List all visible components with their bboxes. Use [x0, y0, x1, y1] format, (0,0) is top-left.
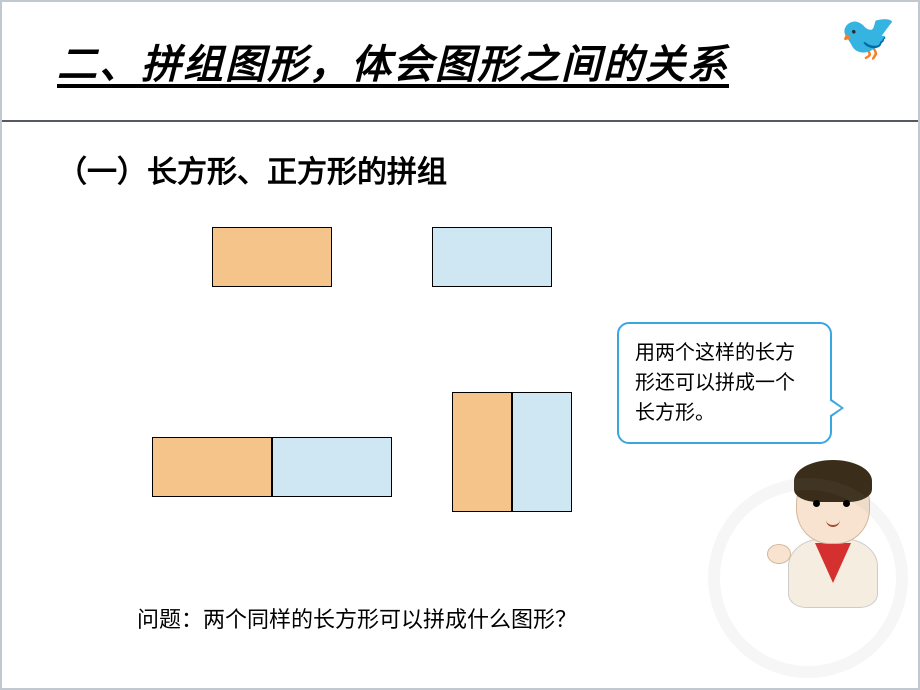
rect-long-blue-half — [272, 437, 392, 497]
subsection-title: （一）长方形、正方形的拼组 — [57, 147, 447, 191]
rect-square-blue-half — [512, 392, 572, 512]
watermark-icon — [708, 478, 908, 678]
rect-top-orange — [212, 227, 332, 287]
rect-square-orange-half — [452, 392, 512, 512]
rect-top-blue — [432, 227, 552, 287]
speech-tail-inner-icon — [829, 400, 841, 416]
decoration-bird-icon: 🐦 — [832, 0, 908, 73]
question-text: 问题：两个同样的长方形可以拼成什么图形？ — [137, 602, 577, 634]
speech-bubble: 用两个这样的长方形还可以拼成一个长方形。 — [617, 322, 832, 444]
title-divider — [2, 120, 918, 122]
speech-text: 用两个这样的长方形还可以拼成一个长方形。 — [635, 342, 795, 424]
section-title: 二、拼组图形，体会图形之间的关系 — [57, 32, 729, 90]
rect-long-orange-half — [152, 437, 272, 497]
slide: 🐦 二、拼组图形，体会图形之间的关系 （一）长方形、正方形的拼组 用两个这样的长… — [0, 0, 920, 690]
